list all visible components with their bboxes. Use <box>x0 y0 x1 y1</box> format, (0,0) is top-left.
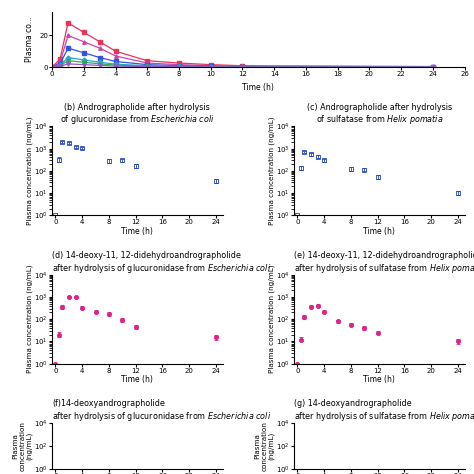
Y-axis label: Plasma concentration (ng/mL): Plasma concentration (ng/mL) <box>268 117 275 225</box>
X-axis label: Time (h): Time (h) <box>364 375 395 384</box>
Title: (c) Andrographolide after hydrolysis
of sulfatase from $\it{Helix\ pomatia}$: (c) Andrographolide after hydrolysis of … <box>307 102 452 127</box>
X-axis label: Time (h): Time (h) <box>121 375 153 384</box>
Text: (e) 14-deoxy-11, 12-didehydroandrographolide
after hydrolysis of sulfatase from : (e) 14-deoxy-11, 12-didehydroandrographo… <box>294 251 474 274</box>
Y-axis label: Plasma co...: Plasma co... <box>25 17 34 63</box>
X-axis label: Time (h): Time (h) <box>364 227 395 236</box>
X-axis label: Time (h): Time (h) <box>242 83 274 92</box>
Y-axis label: Plasma
concentration
(ng/mL): Plasma concentration (ng/mL) <box>12 421 33 471</box>
Text: (g) 14-deoxyandrographolide
after hydrolysis of sulfatase from $\it{Helix\ pomat: (g) 14-deoxyandrographolide after hydrol… <box>294 399 474 423</box>
Text: (d) 14-deoxy-11, 12-didehydroandrographolide
after hydrolysis of glucuronidase f: (d) 14-deoxy-11, 12-didehydroandrographo… <box>52 251 272 274</box>
Y-axis label: Plasma
concentration
(ng/mL): Plasma concentration (ng/mL) <box>254 421 275 471</box>
Y-axis label: Plasma concentration (ng/mL): Plasma concentration (ng/mL) <box>26 117 33 225</box>
Title: (b) Andrographolide after hydrolysis
of glucuronidase from $\it{Escherichia\ col: (b) Andrographolide after hydrolysis of … <box>60 102 215 127</box>
Text: (f)14-deoxyandrographolide
after hydrolysis of glucuronidase from $\it{Escherich: (f)14-deoxyandrographolide after hydroly… <box>52 399 272 423</box>
X-axis label: Time (h): Time (h) <box>121 227 153 236</box>
Y-axis label: Plasma concentration (ng/mL): Plasma concentration (ng/mL) <box>26 265 33 374</box>
Y-axis label: Plasma concentration (ng/mL): Plasma concentration (ng/mL) <box>268 265 275 374</box>
